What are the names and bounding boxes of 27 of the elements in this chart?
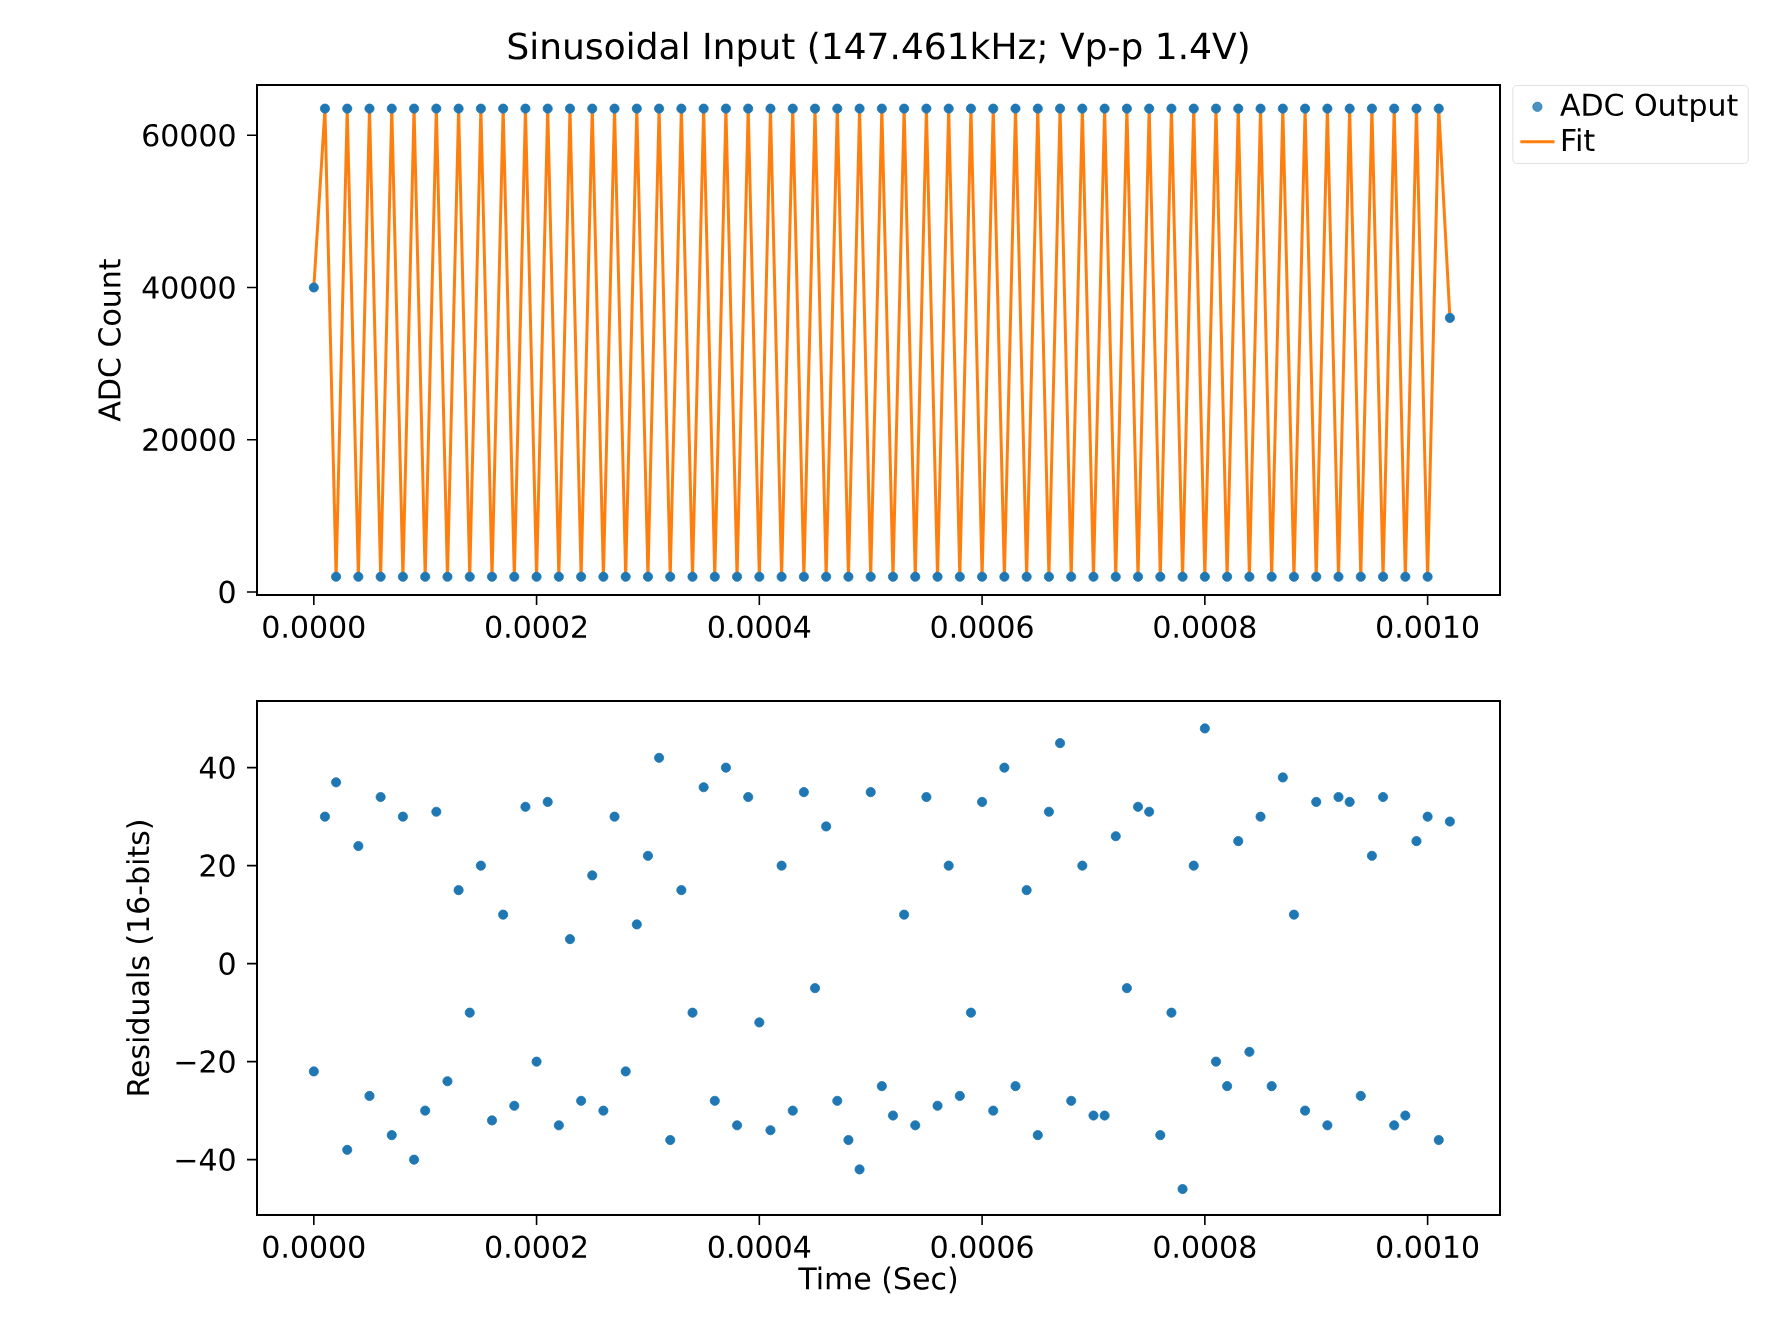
legend-label: Fit <box>1562 128 1595 151</box>
y-tick-label: 0 <box>219 952 235 975</box>
legend-label: ADC Output <box>1560 93 1738 122</box>
x-tick-label: 0.0000 <box>263 615 365 639</box>
x-tick-label: 0.0008 <box>1154 615 1256 639</box>
x-tick-label: 0.0008 <box>1154 1235 1256 1259</box>
y-tick-label: 0 <box>219 580 235 604</box>
y-tick-label: 20000 <box>143 428 235 452</box>
x-tick-label: 0.0002 <box>486 1235 587 1259</box>
x-tick-label: 0.0002 <box>486 615 587 639</box>
x-tick-label: 0.0010 <box>1377 1235 1479 1259</box>
y-tick-label: 40000 <box>142 276 235 299</box>
y-axis-title: ADC Count <box>98 259 121 422</box>
x-tick-label: 0.0010 <box>1377 615 1479 639</box>
x-tick-label: 0.0006 <box>931 615 1033 639</box>
y-tick-label: 20 <box>200 854 235 877</box>
y-tick-label: 60000 <box>143 123 235 147</box>
y-axis-title: Residuals (16-bits) <box>126 821 153 1095</box>
x-tick-label: 0.0004 <box>708 1235 811 1259</box>
x-tick-label: 0.0000 <box>263 1235 365 1259</box>
x-tick-label: 0.0004 <box>708 615 811 639</box>
x-axis-title: Time (Sec) <box>798 1266 957 1294</box>
x-tick-label: 0.0006 <box>931 1235 1033 1259</box>
chart-title: Sinusoidal Input (147.461kHz; Vp-p 1.4V) <box>508 31 1248 67</box>
y-tick-label: −20 <box>176 1050 235 1073</box>
y-tick-label: −40 <box>176 1148 235 1171</box>
y-tick-label: 40 <box>199 756 235 779</box>
